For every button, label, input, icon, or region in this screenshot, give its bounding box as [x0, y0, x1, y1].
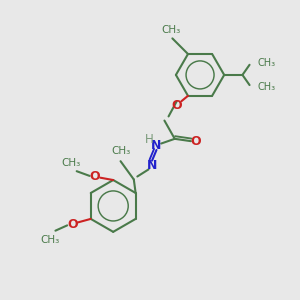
Text: CH₃: CH₃: [111, 146, 130, 156]
Text: O: O: [190, 135, 201, 148]
Text: CH₃: CH₃: [161, 25, 181, 35]
Text: CH₃: CH₃: [40, 235, 59, 244]
Text: CH₃: CH₃: [258, 58, 276, 68]
Text: O: O: [172, 99, 182, 112]
Text: N: N: [147, 159, 157, 172]
Text: CH₃: CH₃: [61, 158, 80, 168]
Text: N: N: [151, 139, 162, 152]
Text: O: O: [90, 170, 100, 183]
Text: H: H: [145, 134, 154, 146]
Text: O: O: [67, 218, 78, 231]
Text: CH₃: CH₃: [258, 82, 276, 92]
